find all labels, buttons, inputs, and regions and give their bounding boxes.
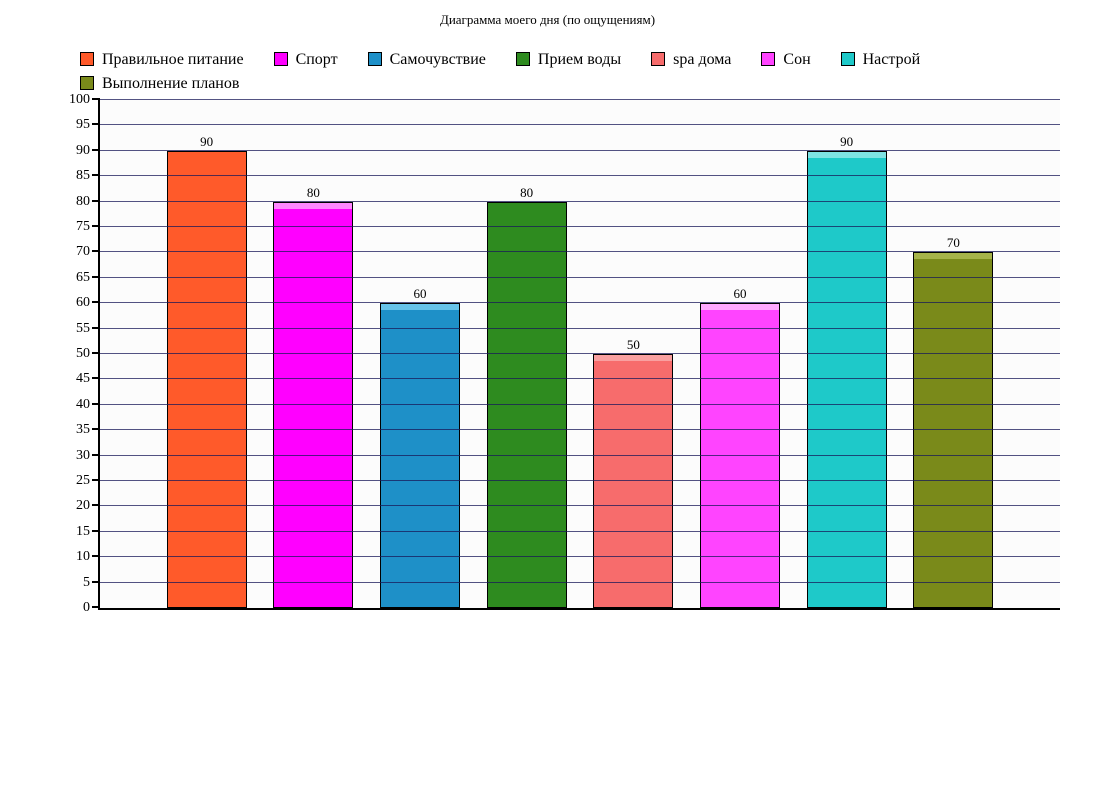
plot-area: 9080608050609070 05101520253035404550556…: [98, 100, 1060, 610]
gridline: [100, 150, 1060, 151]
legend-item: Настрой: [841, 48, 921, 72]
legend-swatch: [651, 52, 665, 66]
bar-value-label: 90: [840, 134, 853, 150]
bar-cap: [274, 203, 352, 209]
legend-label: Настрой: [863, 51, 921, 68]
legend-swatch: [80, 76, 94, 90]
legend-label: Самочувствие: [390, 51, 486, 68]
ytick-label: 20: [76, 498, 100, 514]
ytick-label: 65: [76, 270, 100, 286]
gridline: [100, 302, 1060, 303]
bar-value-label: 90: [200, 134, 213, 150]
legend-item: Самочувствие: [368, 48, 486, 72]
legend-label: Правильное питание: [102, 51, 244, 68]
ytick-label: 15: [76, 524, 100, 540]
gridline: [100, 582, 1060, 583]
ytick-label: 10: [76, 549, 100, 565]
gridline: [100, 404, 1060, 405]
gridline: [100, 531, 1060, 532]
bar: 90: [807, 151, 887, 608]
ytick-label: 100: [69, 92, 100, 108]
legend-label: Спорт: [296, 51, 338, 68]
gridline: [100, 378, 1060, 379]
bar-cap: [701, 304, 779, 310]
gridline: [100, 328, 1060, 329]
plot-wrap: 100% 9080608050609070 051015202530354045…: [70, 100, 1060, 610]
ytick-label: 90: [76, 143, 100, 159]
gridline: [100, 226, 1060, 227]
gridline: [100, 277, 1060, 278]
ytick-label: 5: [83, 575, 100, 591]
legend-swatch: [368, 52, 382, 66]
gridline: [100, 505, 1060, 506]
bar-cap: [914, 253, 992, 259]
bar-value-label: 80: [520, 185, 533, 201]
bar-cap: [381, 304, 459, 310]
ytick-label: 45: [76, 371, 100, 387]
legend-item: spa дома: [651, 48, 731, 72]
ytick-label: 95: [76, 117, 100, 133]
ytick-label: 75: [76, 219, 100, 235]
ytick-label: 30: [76, 448, 100, 464]
ytick-label: 35: [76, 422, 100, 438]
bar: 90: [167, 151, 247, 608]
legend-swatch: [274, 52, 288, 66]
legend-swatch: [80, 52, 94, 66]
legend-item: Правильное питание: [80, 48, 244, 72]
ytick-label: 55: [76, 321, 100, 337]
legend-item: Сон: [761, 48, 810, 72]
legend-label: Прием воды: [538, 51, 621, 68]
legend-item: Выполнение планов: [80, 72, 239, 96]
gridline: [100, 175, 1060, 176]
ytick-label: 25: [76, 473, 100, 489]
legend-item: Прием воды: [516, 48, 621, 72]
gridline: [100, 429, 1060, 430]
legend-item: Спорт: [274, 48, 338, 72]
ytick-label: 85: [76, 168, 100, 184]
bar-value-label: 60: [413, 286, 426, 302]
gridline: [100, 124, 1060, 125]
bar-value-label: 80: [307, 185, 320, 201]
ytick-label: 60: [76, 295, 100, 311]
gridline: [100, 353, 1060, 354]
gridline: [100, 201, 1060, 202]
legend-label: Сон: [783, 51, 810, 68]
legend-label: Выполнение планов: [102, 75, 239, 92]
bar-cap: [808, 152, 886, 158]
gridline: [100, 480, 1060, 481]
bar-value-label: 60: [733, 286, 746, 302]
gridline: [100, 556, 1060, 557]
chart-title: Диаграмма моего дня (по ощущениям): [0, 0, 1095, 34]
bar-cap: [594, 355, 672, 361]
ytick-label: 70: [76, 244, 100, 260]
bar-value-label: 50: [627, 337, 640, 353]
bar: 70: [913, 252, 993, 608]
ytick-label: 0: [83, 600, 100, 616]
gridline: [100, 455, 1060, 456]
ytick-label: 40: [76, 397, 100, 413]
bar: 50: [593, 354, 673, 608]
bar-cap: [488, 203, 566, 209]
legend-swatch: [841, 52, 855, 66]
legend-label: spa дома: [673, 51, 731, 68]
legend-swatch: [516, 52, 530, 66]
ytick-label: 80: [76, 194, 100, 210]
legend-swatch: [761, 52, 775, 66]
ytick-label: 50: [76, 346, 100, 362]
legend: Правильное питание Спорт Самочувствие Прием…: [80, 48, 1085, 96]
gridline: [100, 251, 1060, 252]
gridline: [100, 99, 1060, 100]
bar-cap: [168, 152, 246, 158]
bar-value-label: 70: [947, 235, 960, 251]
